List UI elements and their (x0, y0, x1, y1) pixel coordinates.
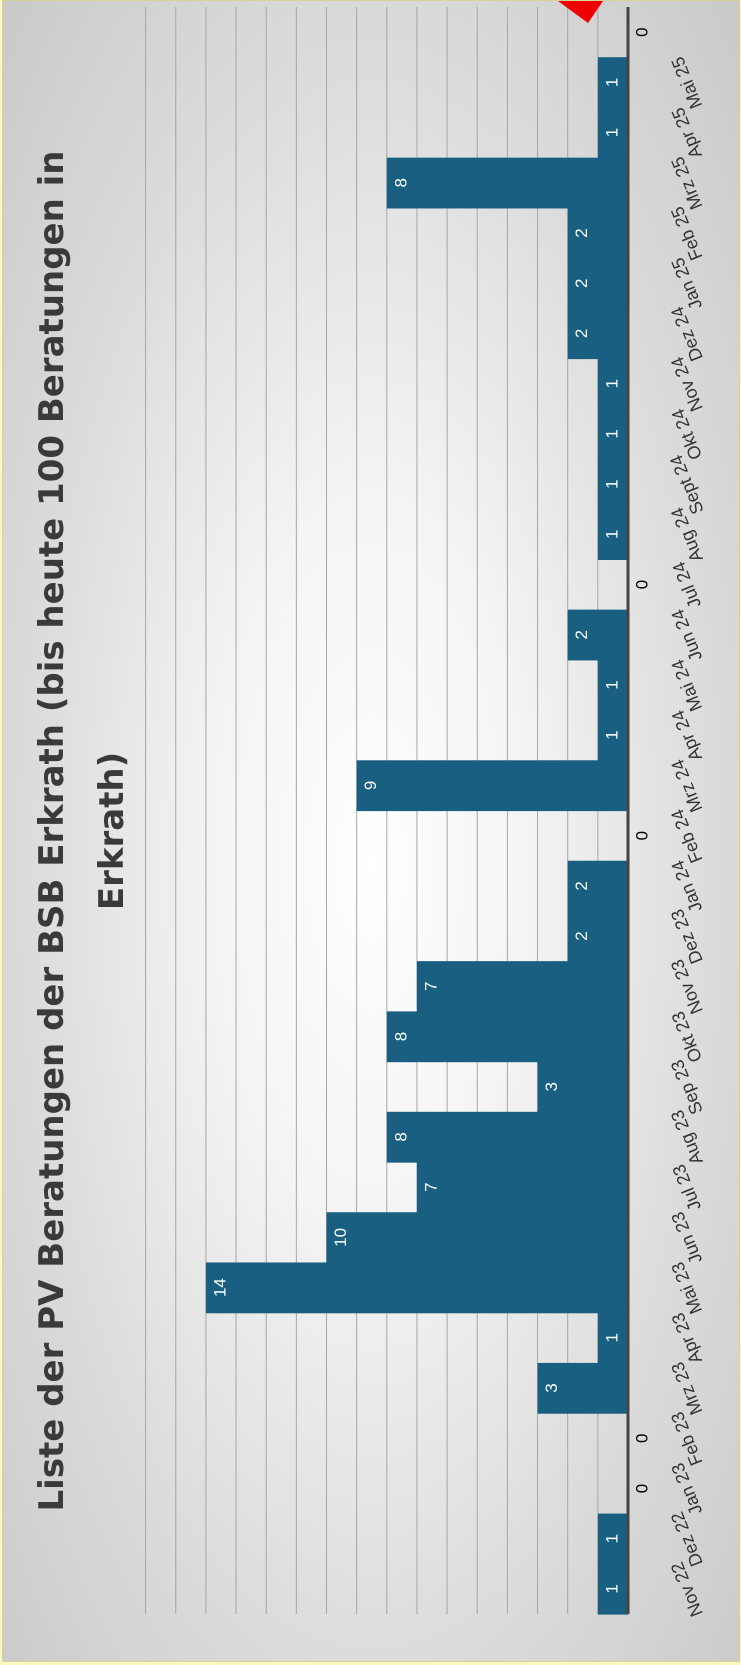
category-tick-label: Feb 24 (667, 806, 707, 865)
category-tick-label: Mrz 24 (667, 757, 706, 816)
category-tick-label: Jan 24 (667, 857, 706, 915)
category-tick-label: Apr 23 (668, 1310, 706, 1367)
bar (597, 509, 628, 561)
category-tick-label: Mai 25 (667, 54, 706, 112)
data-label: 2 (572, 228, 591, 237)
data-label: 2 (572, 329, 591, 338)
bar (567, 207, 628, 259)
bar (567, 308, 628, 360)
bar (567, 910, 628, 962)
bar (597, 710, 628, 761)
category-tick-label: Feb 23 (667, 1409, 707, 1468)
bar (386, 1111, 628, 1163)
data-label: 1 (602, 479, 621, 488)
bar (537, 1061, 628, 1113)
category-tick-label: Mai 24 (667, 657, 706, 715)
category-tick-label: Okt 23 (668, 1009, 706, 1066)
category-tick-label: Mrz 23 (667, 1359, 706, 1418)
red-arrow-marker (558, 1, 603, 23)
category-tick-label: Jul 23 (669, 1162, 706, 1214)
bar (597, 358, 628, 410)
data-label: 1 (602, 429, 621, 438)
bar (567, 860, 628, 912)
chart-title-line-1: Liste der PV Beratungen der BSB Erkrath … (32, 150, 72, 1511)
data-label: 1 (602, 379, 621, 388)
data-label: 2 (572, 881, 591, 890)
data-label: 0 (632, 27, 651, 36)
category-tick-label: Mai 23 (667, 1259, 706, 1317)
bar (597, 659, 628, 711)
bar (597, 1563, 628, 1615)
bar (597, 107, 628, 159)
data-label: 0 (632, 580, 651, 589)
bar (416, 961, 628, 1012)
data-label: 3 (542, 1383, 561, 1392)
category-tick-label: Apr 25 (668, 105, 706, 162)
bar (597, 458, 628, 510)
bar (567, 258, 628, 309)
bar (567, 609, 628, 661)
data-label: 14 (210, 1278, 229, 1297)
category-tick-label: Jul 24 (669, 559, 706, 611)
category-tick-label: Jun 24 (667, 606, 706, 664)
data-label: 1 (602, 530, 621, 539)
data-label: 9 (361, 781, 380, 790)
category-tick-label: Apr 24 (668, 707, 706, 764)
chart-title-line-2: Erkrath) (92, 752, 132, 910)
bar (597, 408, 628, 460)
bar (537, 1362, 628, 1414)
bar (386, 157, 628, 209)
data-label: 7 (421, 982, 440, 991)
data-label: 1 (602, 128, 621, 137)
data-label: 0 (632, 831, 651, 840)
data-label: 2 (572, 278, 591, 287)
data-label: 3 (542, 1082, 561, 1091)
data-label: 2 (572, 931, 591, 940)
bar (386, 1011, 628, 1063)
data-label: 0 (632, 1434, 651, 1443)
bar (416, 1162, 628, 1213)
bar (597, 57, 628, 109)
data-label: 1 (602, 1333, 621, 1342)
data-label: 8 (391, 178, 410, 187)
bar (326, 1212, 628, 1264)
data-label: 7 (421, 1182, 440, 1191)
bar (205, 1262, 628, 1314)
category-tick-label: Jun 23 (667, 1209, 706, 1267)
chart-title-group: Liste der PV Beratungen der BSB Erkrath … (32, 150, 132, 1511)
bar (597, 1513, 628, 1565)
data-label: 1 (602, 1584, 621, 1593)
data-label: 1 (602, 78, 621, 87)
data-label: 1 (602, 730, 621, 739)
data-label: 10 (331, 1228, 350, 1247)
data-label: 1 (602, 680, 621, 689)
data-label: 8 (391, 1032, 410, 1041)
data-label: 1 (602, 1534, 621, 1543)
category-tick-label: Okt 24 (668, 406, 706, 463)
data-label: 0 (632, 1484, 651, 1493)
category-tick-label: Jan 25 (667, 255, 706, 313)
bar (356, 760, 628, 812)
category-tick-label: Jan 23 (667, 1460, 706, 1518)
data-label: 2 (572, 630, 591, 639)
bars (205, 57, 628, 1615)
category-tick-label: Mrz 25 (667, 154, 706, 213)
bar (597, 1312, 628, 1364)
data-label: 8 (391, 1132, 410, 1141)
category-tick-label: Feb 25 (667, 204, 707, 263)
